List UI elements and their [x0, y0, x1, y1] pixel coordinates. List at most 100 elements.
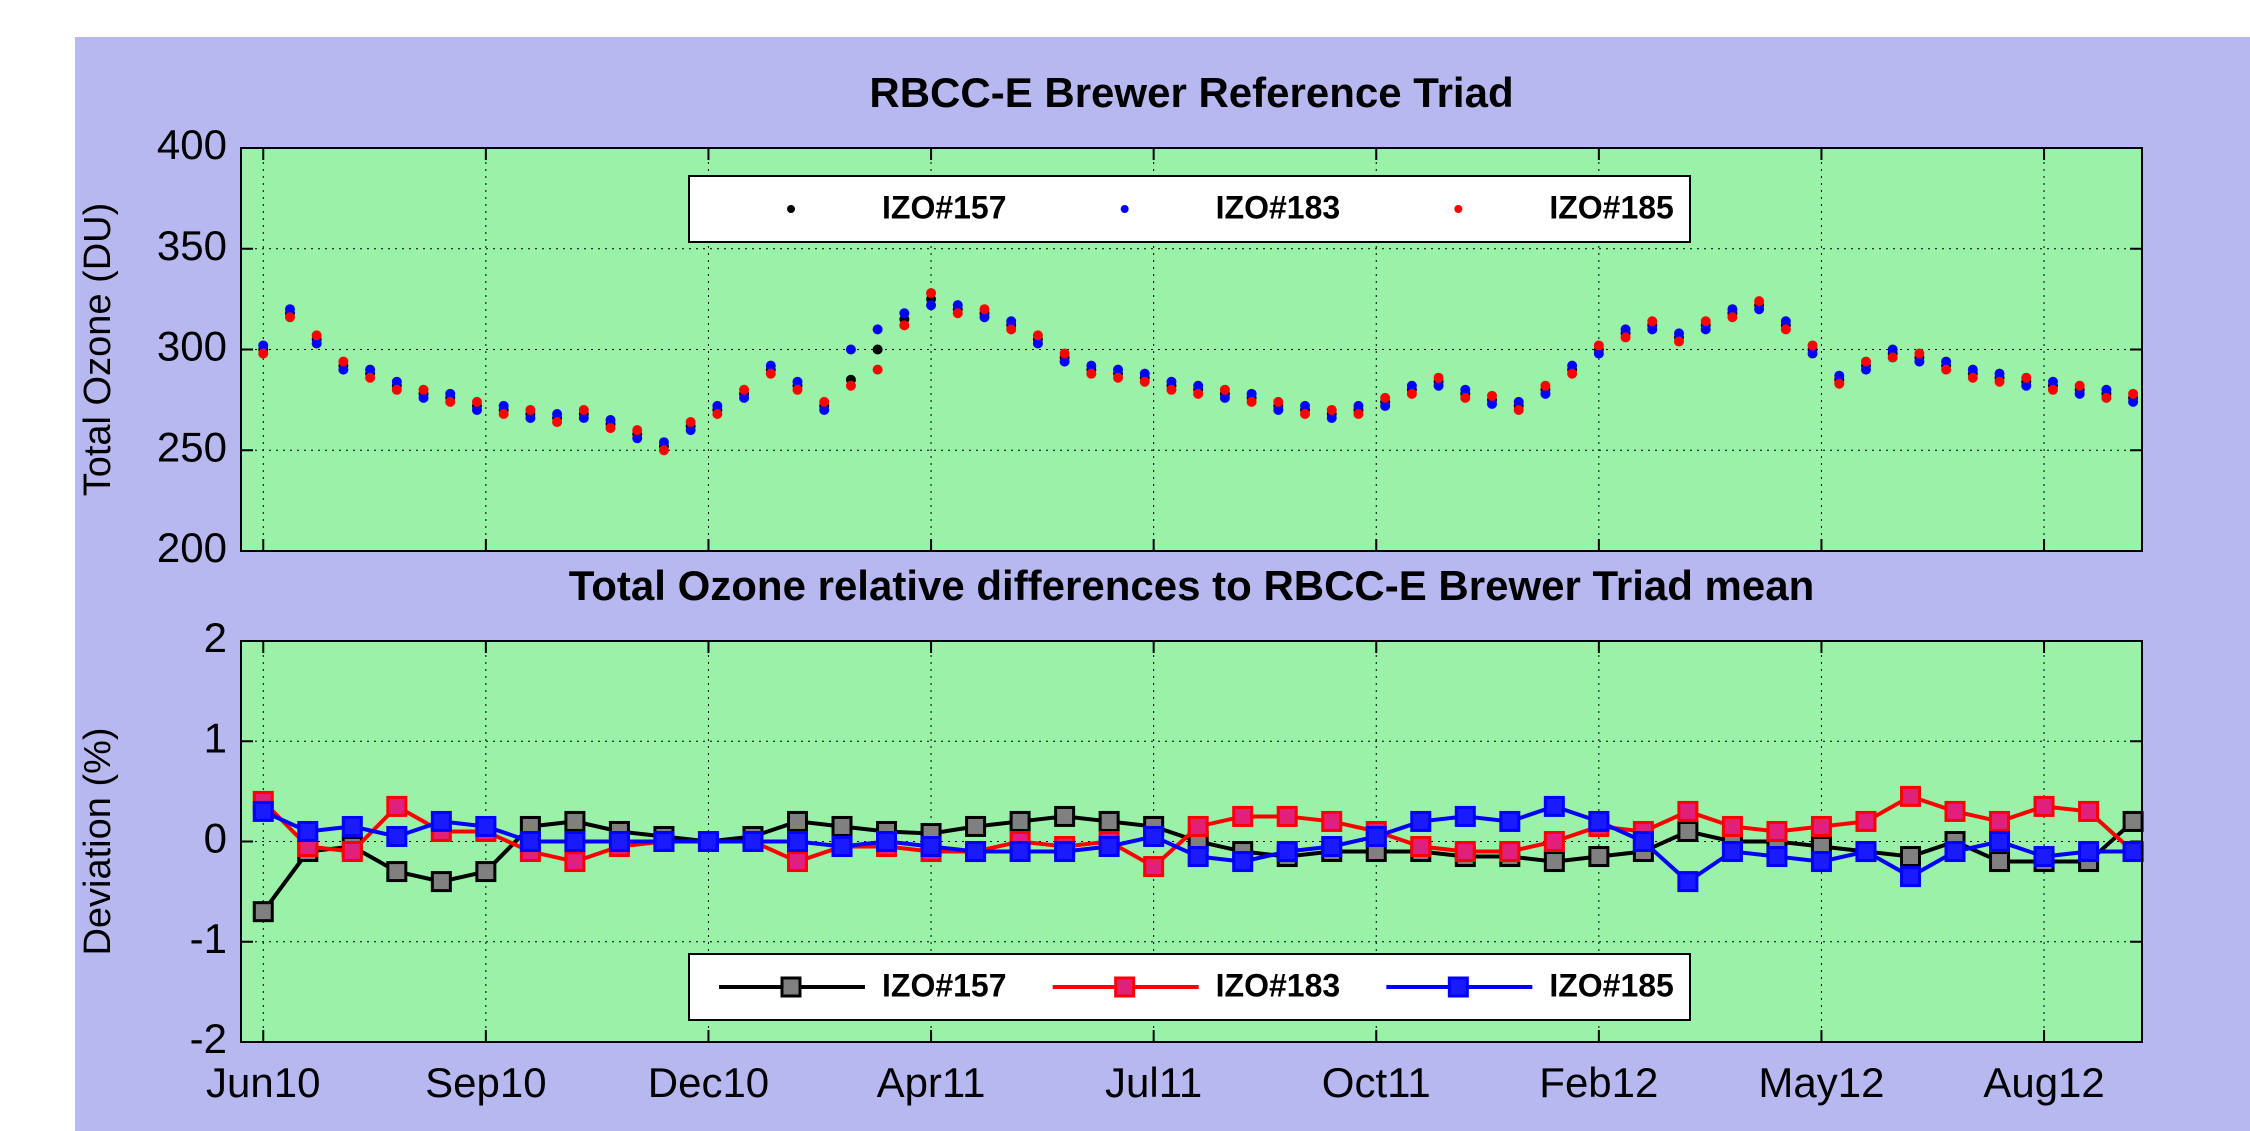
- data-marker: [1899, 785, 1921, 807]
- data-marker: [2078, 800, 2100, 822]
- data-point: [1193, 388, 1204, 399]
- data-point: [1326, 404, 1337, 415]
- chart-title: RBCC-E Brewer Reference Triad: [869, 69, 1513, 116]
- data-point: [391, 376, 402, 387]
- data-marker: [1365, 825, 1387, 847]
- legend-marker: [1120, 205, 1129, 213]
- data-marker: [430, 871, 452, 893]
- data-point: [1513, 396, 1524, 407]
- data-point: [1914, 356, 1925, 367]
- data-point: [471, 396, 482, 407]
- data-point: [1273, 396, 1284, 407]
- data-marker: [920, 836, 942, 858]
- y-tick-label: -1: [190, 915, 227, 962]
- data-point: [1834, 370, 1845, 381]
- data-point: [1593, 348, 1604, 359]
- data-marker: [1721, 815, 1743, 837]
- data-point: [1487, 390, 1498, 401]
- data-point: [845, 344, 856, 355]
- data-marker: [786, 831, 808, 852]
- data-marker: [742, 831, 764, 852]
- data-marker: [2033, 795, 2055, 817]
- data-marker: [1989, 851, 2011, 873]
- data-point: [578, 404, 589, 415]
- data-marker: [1899, 846, 1921, 868]
- data-marker: [2122, 810, 2144, 832]
- data-point: [605, 415, 616, 426]
- x-tick-label: Aug12: [1983, 1059, 2104, 1106]
- data-point: [1887, 352, 1898, 363]
- data-point: [1887, 344, 1898, 355]
- data-marker: [1677, 871, 1699, 893]
- y-axis-label: Deviation (%): [77, 727, 119, 955]
- y-tick-label: 2: [204, 614, 227, 661]
- data-point: [926, 288, 937, 299]
- data-point: [605, 423, 616, 434]
- data-point: [632, 433, 643, 444]
- data-marker: [1054, 841, 1076, 863]
- data-point: [525, 404, 536, 415]
- data-marker: [1232, 805, 1254, 827]
- data-point: [418, 384, 429, 395]
- x-tick-label: Sep10: [425, 1059, 546, 1106]
- data-marker: [1810, 851, 1832, 873]
- data-point: [2021, 372, 2032, 383]
- data-point: [1300, 408, 1311, 419]
- data-marker: [786, 851, 808, 873]
- data-point: [498, 400, 509, 411]
- y-tick-label: 350: [157, 222, 227, 269]
- data-point: [819, 396, 830, 407]
- data-marker: [2033, 846, 2055, 868]
- y-tick-label: 300: [157, 323, 227, 370]
- data-marker: [1810, 815, 1832, 837]
- data-point: [1994, 368, 2005, 379]
- data-point: [1860, 364, 1871, 375]
- data-marker: [1944, 800, 1966, 822]
- data-point: [979, 304, 990, 315]
- data-point: [899, 320, 910, 331]
- data-point: [525, 413, 536, 424]
- data-point: [445, 388, 456, 399]
- data-point: [792, 384, 803, 395]
- data-point: [2074, 380, 2085, 391]
- data-point: [418, 392, 429, 403]
- data-point: [1834, 378, 1845, 389]
- axes-frame: [240, 147, 2143, 552]
- data-marker: [2122, 841, 2144, 863]
- data-point: [445, 396, 456, 407]
- data-point: [1353, 408, 1364, 419]
- data-point: [471, 404, 482, 415]
- data-point: [1460, 384, 1471, 395]
- data-point: [552, 417, 563, 428]
- data-point: [819, 404, 830, 415]
- chart-title: Total Ozone relative differences to RBCC…: [569, 562, 1815, 609]
- data-point: [1113, 364, 1124, 375]
- legend-label: IZO#157: [882, 967, 1007, 1003]
- data-marker: [386, 861, 408, 883]
- data-marker: [1588, 810, 1610, 832]
- data-point: [365, 372, 376, 383]
- data-point: [1780, 316, 1791, 327]
- data-point: [1006, 324, 1017, 335]
- data-marker: [1677, 820, 1699, 842]
- data-point: [1487, 398, 1498, 409]
- y-tick-label: 0: [204, 815, 227, 862]
- data-point: [632, 425, 643, 436]
- data-marker: [1276, 805, 1298, 827]
- data-marker: [1632, 831, 1654, 852]
- data-point: [792, 376, 803, 387]
- legend-label: IZO#185: [1549, 967, 1674, 1003]
- y-axis-label: Total Ozone (DU): [77, 203, 119, 497]
- data-point: [1273, 404, 1284, 415]
- legend-marker: [787, 205, 795, 213]
- data-point: [1380, 400, 1391, 411]
- data-point: [1540, 388, 1551, 399]
- data-point: [712, 400, 723, 411]
- data-marker: [341, 815, 363, 837]
- data-point: [1727, 304, 1738, 315]
- data-point: [365, 364, 376, 375]
- data-point: [2128, 396, 2139, 407]
- data-point: [1513, 404, 1524, 415]
- data-marker: [1009, 841, 1031, 863]
